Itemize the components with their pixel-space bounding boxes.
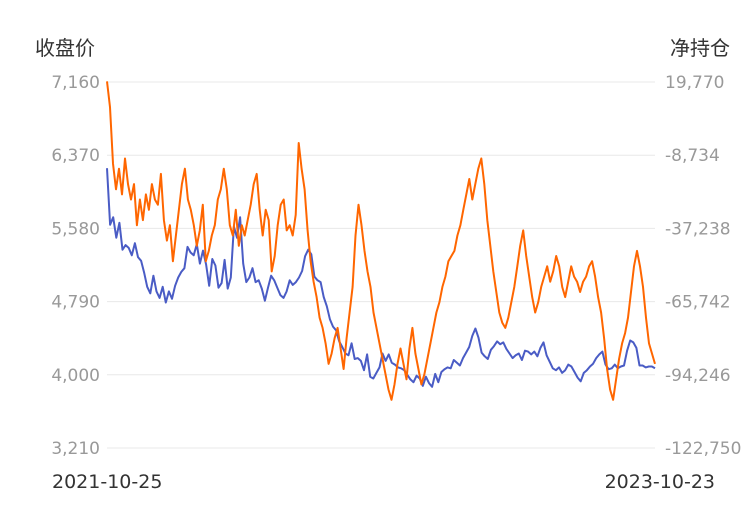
right-tick-label: 19,770 xyxy=(665,73,724,93)
right-tick-label: -65,742 xyxy=(665,293,731,313)
left-tick-label: 7,160 xyxy=(51,73,100,93)
right-axis-ticks: 19,770 -8,734 -37,238 -65,742 -94,246 -122,75… xyxy=(665,73,741,459)
left-tick-label: 4,000 xyxy=(51,366,100,386)
x-end-label: 2023-10-23 xyxy=(605,471,715,493)
series xyxy=(106,81,656,401)
x-start-label: 2021-10-25 xyxy=(52,471,162,493)
right-tick-label: -37,238 xyxy=(665,219,731,239)
close-price-line xyxy=(106,168,656,388)
right-tick-label: -8,734 xyxy=(665,146,720,166)
left-tick-label: 6,370 xyxy=(51,146,100,166)
left-tick-label: 5,580 xyxy=(51,219,100,239)
left-axis-title: 收盘价 xyxy=(35,36,95,60)
right-tick-label: -122,750 xyxy=(665,439,741,459)
left-tick-label: 3,210 xyxy=(51,439,100,459)
right-tick-label: -94,246 xyxy=(665,366,731,386)
grid xyxy=(107,81,655,449)
net-position-line xyxy=(106,81,656,401)
left-tick-label: 4,790 xyxy=(51,293,100,313)
left-axis-ticks: 7,160 6,370 5,580 4,790 4,000 3,210 xyxy=(51,73,100,459)
right-axis-title: 净持仓 xyxy=(670,36,730,60)
